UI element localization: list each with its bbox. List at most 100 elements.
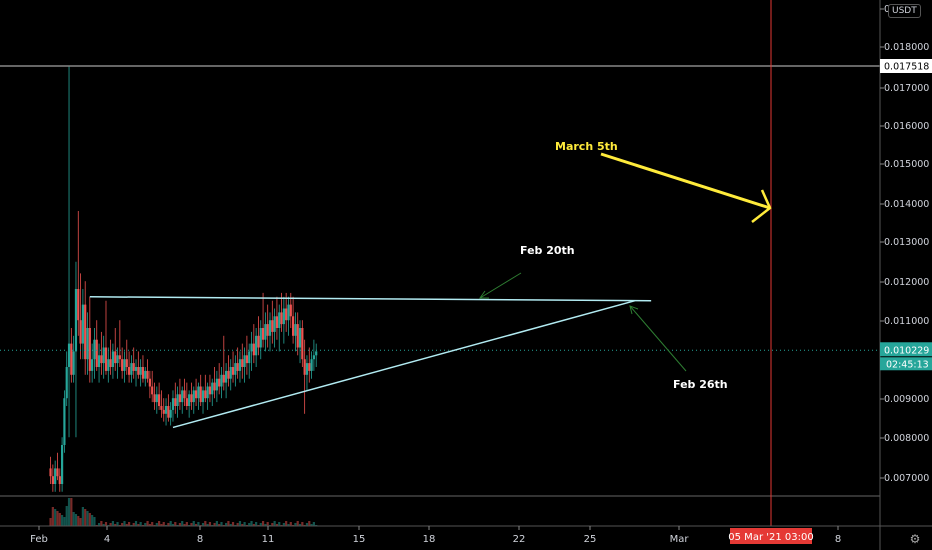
- candle-body: [58, 476, 61, 485]
- candle-body: [312, 355, 315, 360]
- volume-bar: [308, 521, 311, 526]
- volume-bar: [74, 514, 78, 526]
- yellow-arrow-shaft: [600, 152, 771, 210]
- candle-body: [201, 390, 205, 403]
- volume-bar: [185, 522, 188, 526]
- candle-body: [84, 304, 87, 360]
- annotation-march-5th: March 5th: [555, 140, 618, 153]
- candle-body: [148, 378, 151, 387]
- candle-body: [123, 359, 126, 371]
- volume-bar: [79, 518, 82, 526]
- y-tick-label: 0.012000: [884, 277, 929, 288]
- green-arrowhead-feb20: [479, 290, 489, 299]
- volume-bar: [275, 524, 279, 526]
- volume-bar: [174, 522, 177, 526]
- candle-body: [95, 339, 98, 368]
- candle-body: [190, 394, 193, 403]
- resistance-trendline: [89, 296, 652, 302]
- y-tick-label: 0.017000: [884, 83, 929, 94]
- candle-body: [255, 335, 258, 356]
- candle-body: [116, 355, 119, 364]
- volume-bar: [72, 512, 75, 526]
- volume-bar: [261, 521, 265, 526]
- candle-body: [238, 359, 242, 371]
- candle-body: [285, 308, 288, 321]
- volume-bar: [305, 523, 309, 526]
- volume-bar: [160, 524, 163, 526]
- y-tick-label: 0.008000: [884, 433, 929, 444]
- candle-body: [91, 359, 94, 371]
- candle-body: [211, 382, 214, 395]
- volume-bar: [273, 521, 276, 526]
- volume-bar: [70, 498, 73, 526]
- volume-bar: [93, 517, 96, 526]
- candle-body: [257, 335, 260, 348]
- volume-bar: [238, 521, 242, 526]
- candle-body: [118, 355, 121, 360]
- volume-bar: [190, 523, 193, 526]
- settings-gear-icon[interactable]: ⚙: [909, 532, 921, 546]
- candle-body: [77, 289, 80, 321]
- candle-body: [176, 394, 179, 407]
- yellow-arrow-head: [751, 189, 772, 223]
- candle-body: [130, 363, 133, 375]
- candle-body: [308, 363, 311, 371]
- candle-body: [111, 351, 115, 368]
- x-tick-label: 8: [197, 534, 203, 545]
- candle-body: [132, 363, 135, 371]
- volume-bar: [144, 523, 147, 526]
- y-tick-label: 0.013000: [884, 237, 929, 248]
- candle-body: [151, 386, 154, 395]
- volume-bar: [208, 522, 212, 526]
- volume-bar: [81, 507, 84, 526]
- x-tick-label: 15: [353, 534, 366, 545]
- countdown-label-bg: [880, 357, 932, 371]
- volume-bar: [116, 522, 119, 526]
- candle-body: [54, 468, 57, 485]
- currency-badge[interactable]: USDT: [888, 4, 921, 18]
- date-marker-label-bg: [730, 528, 812, 544]
- volume-bar: [86, 511, 89, 526]
- candle-body: [72, 351, 75, 375]
- candle-body: [206, 386, 209, 399]
- volume-bar: [231, 522, 235, 526]
- candle-body: [134, 367, 138, 371]
- candle-body: [121, 359, 124, 371]
- candle-body: [67, 343, 71, 368]
- volume-bar: [49, 518, 52, 526]
- volume-bar: [54, 509, 57, 526]
- volume-bar: [77, 516, 80, 526]
- candle-body: [241, 359, 244, 368]
- candle-body: [275, 316, 279, 329]
- volume-bar: [158, 521, 161, 526]
- candle-body: [280, 312, 283, 325]
- candle-body: [61, 445, 64, 485]
- x-tick-label: 8: [835, 534, 841, 545]
- candle-body: [171, 398, 175, 410]
- candle-body: [298, 328, 302, 348]
- volume-bar: [213, 523, 216, 526]
- volume-bar: [137, 524, 140, 526]
- drawings: March 5th Feb 20th Feb 26th: [0, 0, 880, 526]
- candle-body: [174, 398, 177, 407]
- candle-body: [107, 359, 110, 371]
- x-tick-label: 25: [584, 534, 597, 545]
- y-tick-label: 0.011000: [884, 316, 929, 327]
- volume-bar: [215, 521, 218, 526]
- green-arrow-feb20: [479, 272, 522, 299]
- volume-bar: [201, 523, 205, 526]
- volume-bar: [252, 524, 255, 526]
- candle-body: [220, 374, 223, 387]
- volume-bar: [296, 521, 299, 526]
- volume-bar: [194, 524, 198, 526]
- volume-bar: [197, 522, 200, 526]
- candle-body: [305, 363, 309, 375]
- volume-bar: [206, 524, 209, 526]
- volume-bar: [167, 523, 170, 526]
- candle-body: [204, 390, 207, 399]
- y-tick-label: 0.016000: [884, 121, 929, 132]
- candle-body: [63, 398, 66, 446]
- volume-bar: [134, 521, 138, 526]
